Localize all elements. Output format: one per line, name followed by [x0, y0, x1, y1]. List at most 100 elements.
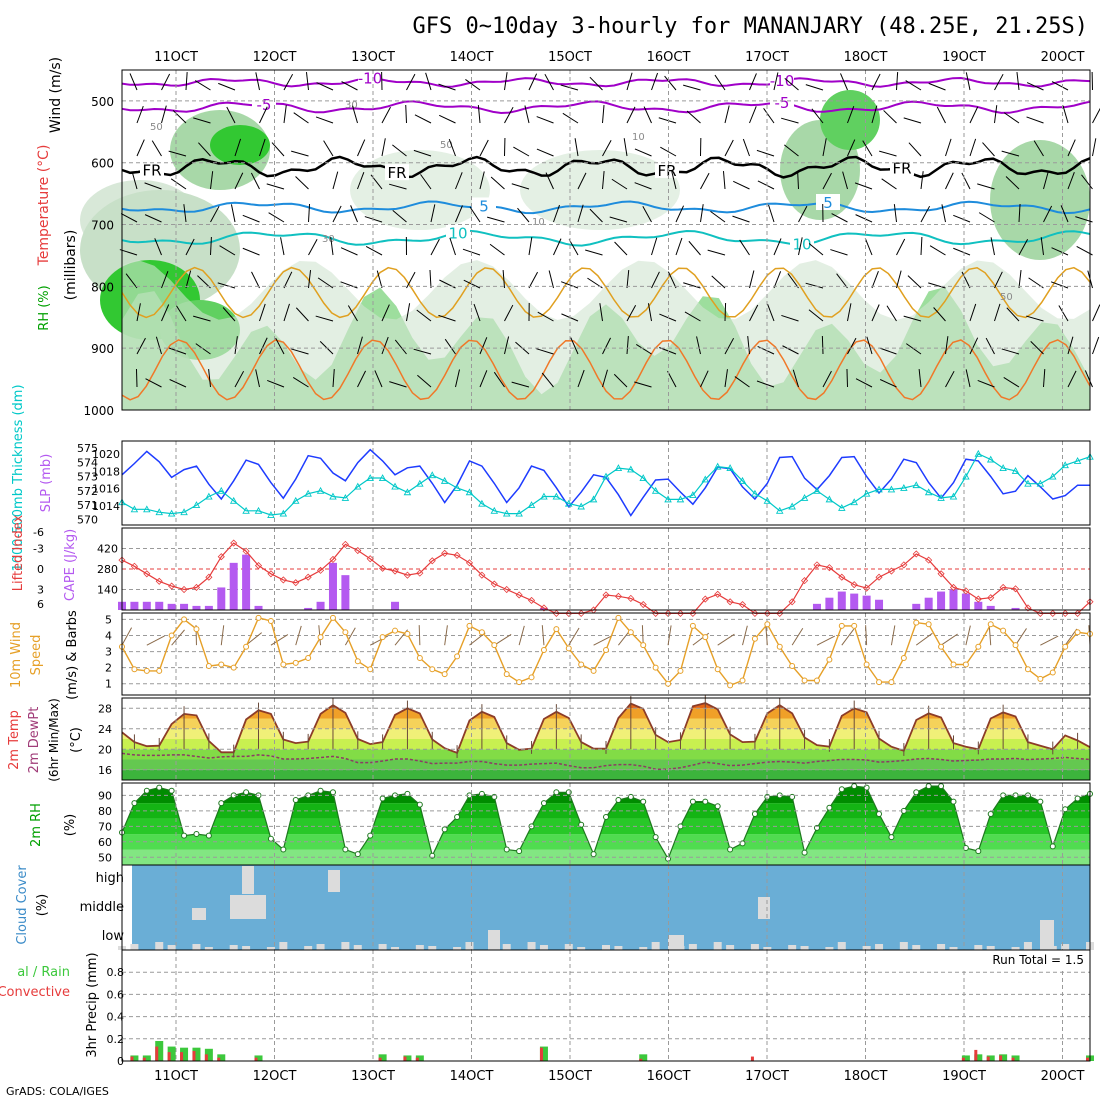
wind-barb [330, 237, 334, 256]
wind-barb [714, 74, 726, 91]
thickness-point [912, 481, 921, 489]
cape-bar [167, 603, 176, 610]
wind-barb [675, 205, 685, 223]
precip-total-bar [192, 1047, 201, 1061]
rh-point [615, 797, 622, 804]
isotherm-freezing [121, 155, 1091, 179]
thickness-point [751, 489, 759, 497]
wind-speed-point [640, 642, 647, 649]
li-point [788, 598, 796, 606]
li-point [875, 573, 883, 581]
wind-barb [808, 309, 824, 322]
thickness-point [813, 486, 821, 494]
thickness-frame [121, 440, 1091, 526]
wind-barb [784, 77, 799, 91]
precip-total-bar [378, 1054, 387, 1061]
thickness-point [1011, 466, 1020, 474]
thickness-point [354, 482, 362, 490]
cloud-bar [192, 908, 206, 920]
wind-barb-10m [593, 635, 612, 646]
precip-convective-bar [217, 1057, 221, 1061]
wind-barb [683, 84, 701, 91]
cloud-level-label: low [102, 929, 125, 944]
precip-convective-bar [192, 1051, 196, 1061]
wind-speed-point [131, 666, 138, 673]
li-point [912, 550, 920, 558]
cloud-low-bar [490, 946, 499, 950]
li-point [503, 585, 511, 594]
wind-barb [266, 183, 285, 190]
thickness-point [378, 474, 387, 481]
wind-barb [1084, 370, 1093, 388]
rh-point [826, 804, 833, 811]
cloud-low-bar [539, 945, 548, 950]
thickness-point [775, 506, 784, 514]
wind-barb [842, 171, 848, 190]
wind-barb [226, 106, 236, 124]
li-point [925, 556, 933, 564]
wind-barb [724, 302, 727, 322]
isotherm-minus10 [121, 76, 1091, 88]
rh-point [1074, 795, 1081, 802]
cloud-low-bar [1023, 942, 1032, 950]
wind-barb [602, 337, 611, 355]
wind-barb [268, 212, 285, 223]
thickness-point [167, 509, 176, 517]
warm-isotherm [121, 339, 1091, 401]
wind-barb [217, 282, 236, 289]
li-point [143, 570, 151, 578]
thickness-point [713, 462, 722, 470]
wind-speed-point [714, 666, 721, 673]
li-point [366, 555, 374, 563]
wind-barb [251, 271, 260, 289]
precip-convective-bar [639, 1058, 643, 1061]
ylabel-lifted-index: Lifted Index [11, 514, 26, 591]
cloud-bar [230, 895, 266, 919]
wind-barb [389, 381, 407, 388]
cloud-low-bar [502, 944, 511, 950]
isotherm-label-bg [790, 235, 814, 252]
thickness-point [155, 508, 163, 516]
wind-speed-point [1062, 643, 1069, 650]
wind-speed-point [975, 643, 982, 650]
wind-speed-point [1037, 675, 1044, 682]
ylabel-wind: Wind (m/s) [48, 57, 64, 133]
rh-tick-label: 80 [98, 805, 112, 818]
wind-barb [449, 237, 456, 256]
thickness-point [900, 484, 908, 491]
isotherm-label-bg [890, 159, 914, 176]
wind-barb [636, 343, 652, 355]
wind-barb [675, 237, 683, 256]
li-point [614, 592, 622, 600]
thickness-point [316, 486, 325, 494]
precip-convective-bar [961, 1057, 965, 1061]
rh-point [863, 784, 870, 791]
wind-barb [798, 205, 808, 223]
wind-barb [707, 249, 726, 256]
wind-barb [808, 243, 824, 256]
cape-bar [192, 605, 201, 610]
rh-point [168, 787, 175, 794]
wind-barb [350, 205, 358, 223]
wind-barb [739, 239, 750, 256]
isotherm-minus5 [121, 100, 1091, 115]
wind-barb [977, 379, 995, 388]
thickness-point [279, 509, 288, 517]
cloud-low-bar [316, 944, 325, 950]
wind-barb [479, 370, 488, 388]
wind-speed-point [367, 666, 374, 673]
wind-barb [978, 212, 995, 223]
cloud-low-bar [279, 942, 288, 950]
cloud-low-bar [974, 945, 983, 950]
wind-barb [614, 241, 628, 256]
li-point [714, 590, 722, 598]
wind-barb [414, 114, 432, 124]
wind-barb [651, 237, 658, 256]
li-point [130, 562, 138, 570]
wind-barb [933, 307, 946, 322]
wind-barb-10m [121, 627, 133, 646]
wind-speed-point [603, 646, 609, 653]
ylabel-rh: RH (%) [37, 285, 52, 330]
cloud-low-bar [986, 946, 995, 950]
wind-speed-point [280, 661, 287, 668]
